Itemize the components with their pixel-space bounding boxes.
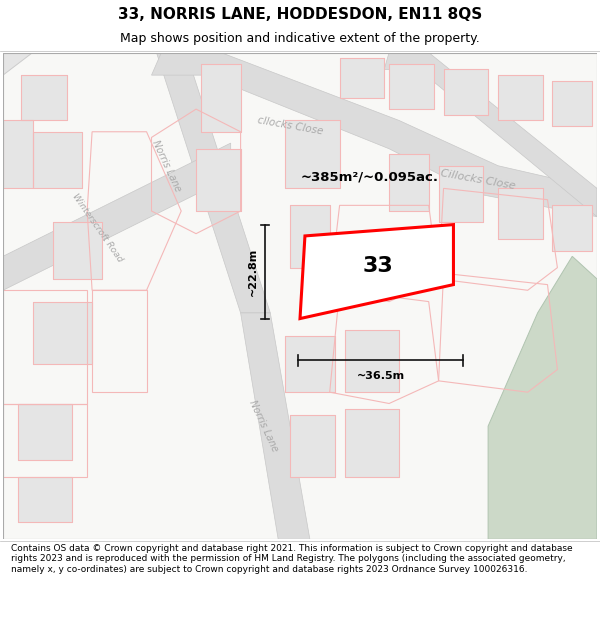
Polygon shape xyxy=(344,409,399,477)
Polygon shape xyxy=(488,256,597,539)
Polygon shape xyxy=(33,302,92,364)
Polygon shape xyxy=(18,404,73,460)
Polygon shape xyxy=(498,75,542,121)
Polygon shape xyxy=(443,69,488,115)
Text: Norris Lane: Norris Lane xyxy=(247,399,280,454)
Polygon shape xyxy=(21,75,67,121)
Polygon shape xyxy=(3,52,597,539)
Polygon shape xyxy=(389,64,434,109)
Polygon shape xyxy=(201,64,241,132)
Text: cllocks Close: cllocks Close xyxy=(256,116,324,137)
Polygon shape xyxy=(290,415,335,477)
Polygon shape xyxy=(196,149,241,211)
Polygon shape xyxy=(285,336,335,392)
Text: 33, NORRIS LANE, HODDESDON, EN11 8QS: 33, NORRIS LANE, HODDESDON, EN11 8QS xyxy=(118,7,482,22)
Polygon shape xyxy=(553,206,592,251)
Polygon shape xyxy=(157,52,271,313)
Polygon shape xyxy=(300,224,454,319)
Polygon shape xyxy=(152,52,597,217)
Polygon shape xyxy=(3,143,231,290)
Text: Map shows position and indicative extent of the property.: Map shows position and indicative extent… xyxy=(120,32,480,45)
Text: Contains OS data © Crown copyright and database right 2021. This information is : Contains OS data © Crown copyright and d… xyxy=(11,544,572,574)
Text: ~36.5m: ~36.5m xyxy=(356,371,405,381)
Polygon shape xyxy=(241,313,310,539)
Polygon shape xyxy=(344,330,399,392)
Polygon shape xyxy=(3,52,33,75)
Text: Winterscroft Road: Winterscroft Road xyxy=(70,192,124,264)
Text: ~22.8m: ~22.8m xyxy=(247,248,257,296)
Polygon shape xyxy=(439,166,483,222)
Polygon shape xyxy=(389,154,429,211)
Polygon shape xyxy=(498,188,542,239)
Text: Cillocks Close: Cillocks Close xyxy=(440,168,517,191)
Polygon shape xyxy=(53,222,102,279)
Polygon shape xyxy=(553,81,592,126)
Polygon shape xyxy=(18,477,73,522)
Text: 33: 33 xyxy=(362,256,394,276)
Polygon shape xyxy=(290,206,330,268)
Text: ~385m²/~0.095ac.: ~385m²/~0.095ac. xyxy=(301,171,438,184)
Polygon shape xyxy=(33,132,82,188)
Polygon shape xyxy=(285,121,340,188)
Polygon shape xyxy=(384,52,597,217)
Polygon shape xyxy=(3,121,33,188)
Polygon shape xyxy=(340,58,384,98)
Text: Norris Lane: Norris Lane xyxy=(150,138,182,193)
